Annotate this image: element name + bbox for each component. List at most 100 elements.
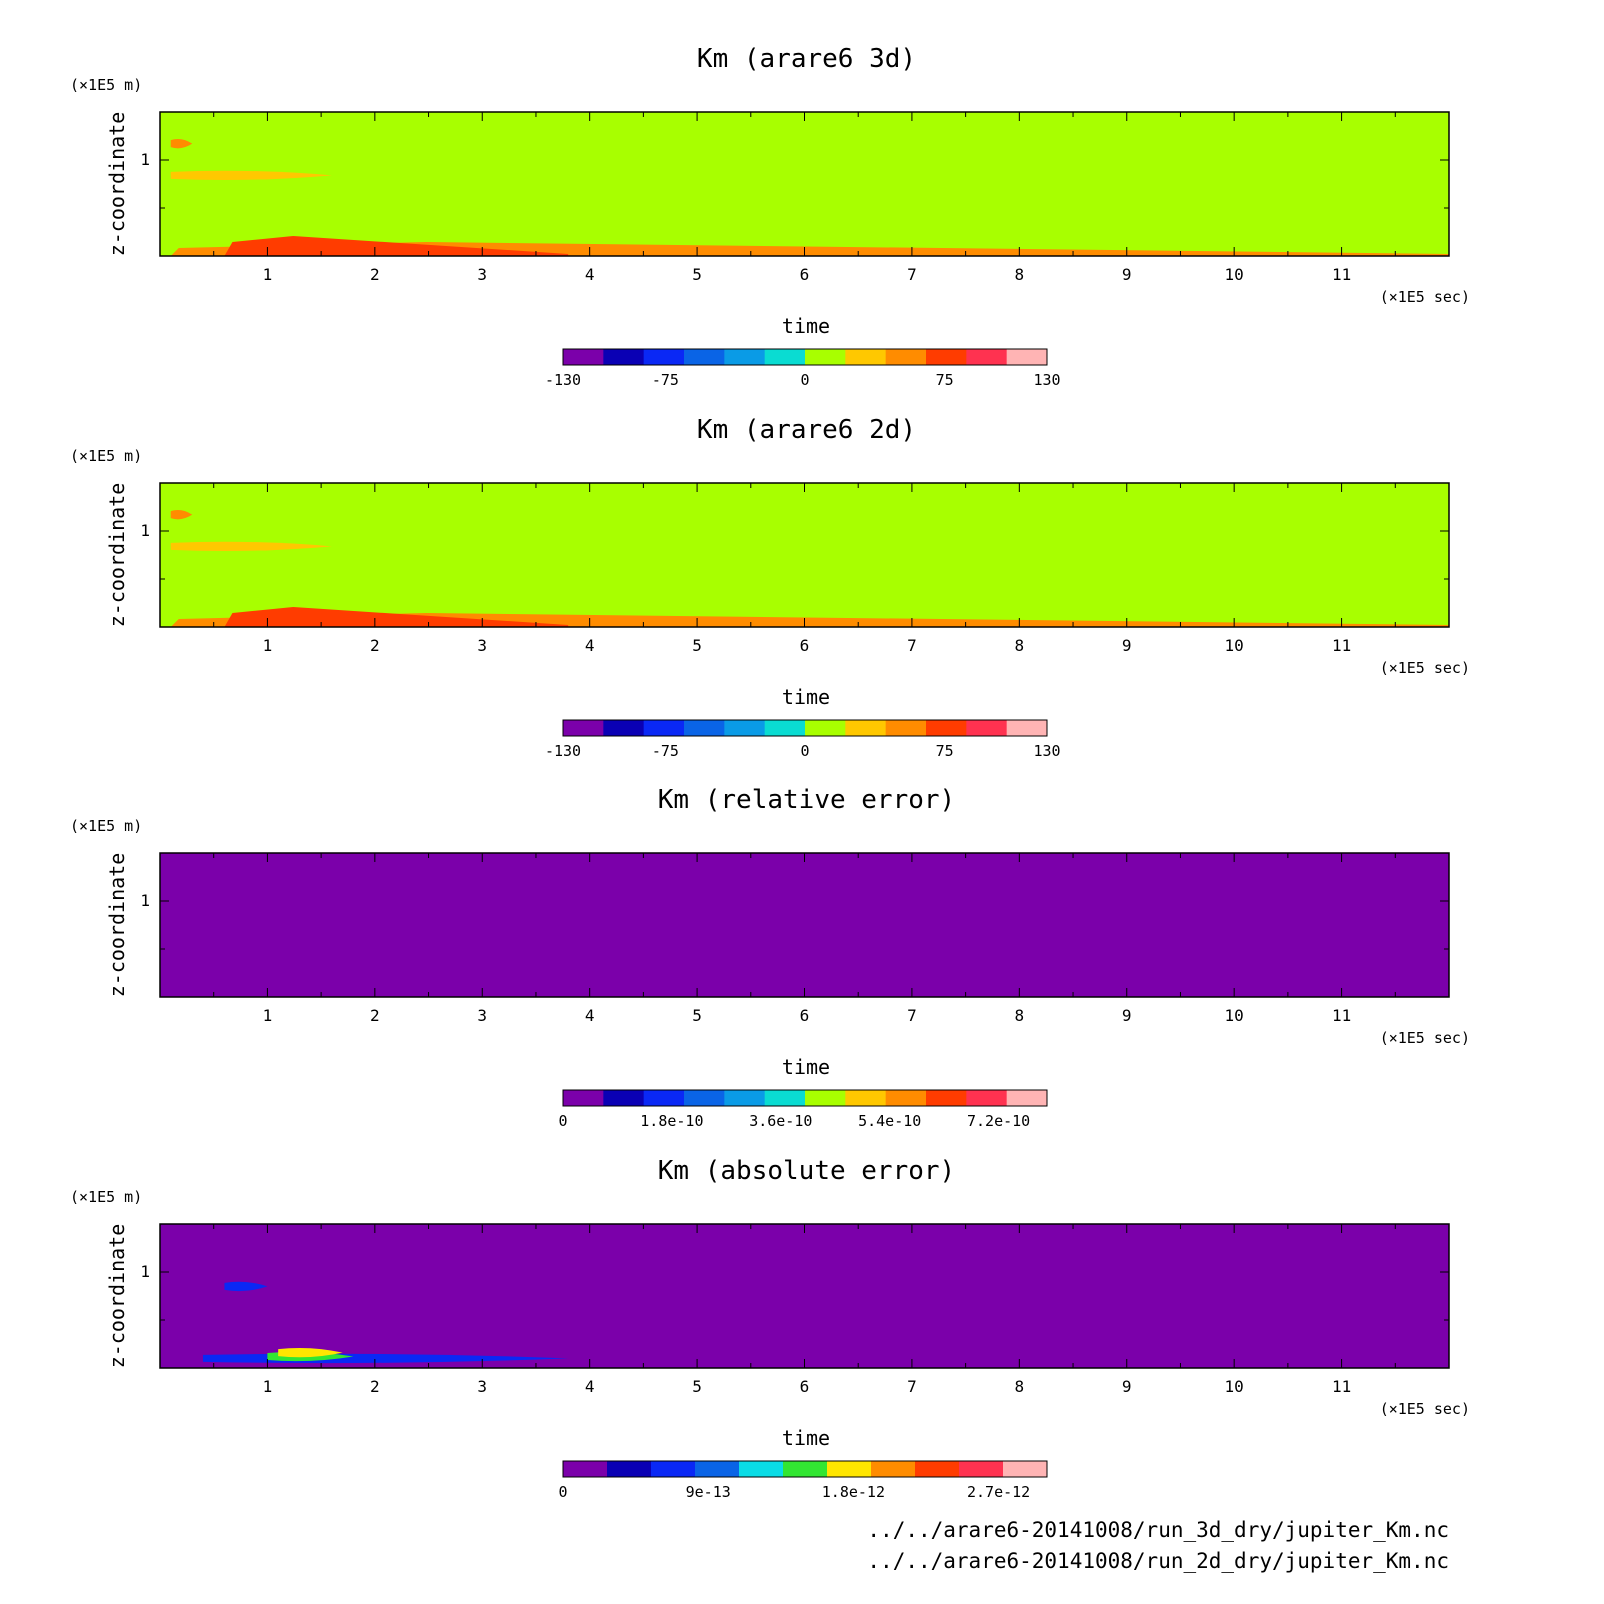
x-tick-label: 10 [1225,265,1244,284]
colorbar: -130 -75 0 75 130 [545,719,1061,760]
colorbar-swatch [966,349,1008,365]
field-region-3 [278,1347,343,1358]
colorbar-swatch [643,349,685,365]
x-tick-label: 1 [263,1006,273,1025]
colorbar-swatch [764,349,806,365]
x-tick-label: 11 [1332,636,1351,655]
x-axis-label: time [782,685,830,709]
x-tick-label: 5 [692,636,702,655]
colorbar-swatch [885,1090,927,1106]
y-axis-label: z-coordinate [105,112,129,257]
x-tick-label: 5 [692,1377,702,1396]
x-tick-label: 6 [800,1377,810,1396]
colorbar-swatch [764,720,806,736]
x-tick-label: 3 [477,265,487,284]
y-axis-label: z-coordinate [105,853,129,998]
colorbar-label: 1.8e-10 [640,1112,703,1130]
colorbar-swatch [926,1090,967,1106]
x-tick-label: 5 [692,1006,702,1025]
colorbar-label: 5.4e-10 [858,1112,921,1130]
plot-background [160,853,1449,997]
colorbar-label: 0 [558,1483,567,1501]
colorbar-swatch [966,1090,1008,1106]
colorbar-label: 130 [1033,371,1060,389]
x-tick-label: 8 [1015,265,1025,284]
colorbar: -130 -75 0 75 130 [545,348,1061,389]
colorbar-swatch [563,349,604,365]
x-tick-label: 9 [1122,1377,1132,1396]
x-tick-label: 10 [1225,1006,1244,1025]
x-axis-label: time [782,314,830,338]
chart-title: Km (absolute error) [658,1156,955,1186]
x-tick-label: 2 [370,265,380,284]
y-tick-label: 1 [140,891,150,910]
colorbar-label: 75 [936,371,954,389]
colorbar-swatch [684,720,725,736]
chart-panel-1: Km (arare6 3d) (×1E5 m) (×1E5 sec) z-coordi… [70,44,1470,389]
colorbar-swatch [1003,1461,1048,1477]
colorbar-swatch [805,1090,846,1106]
colorbar-swatch [563,1090,604,1106]
x-tick-label: 3 [477,1006,487,1025]
x-tick-label: 1 [263,265,273,284]
x-tick-label: 4 [585,1377,595,1396]
colorbar-swatch [783,1461,828,1477]
footer-file-path: ../../arare6-20141008/run_3d_dry/jupiter… [867,1518,1449,1542]
y-unit-label: (×1E5 m) [70,76,142,94]
x-tick-label: 9 [1122,636,1132,655]
x-tick-label: 7 [907,1377,917,1396]
chart-panel-4: Km (absolute error) (×1E5 m) (×1E5 sec) z-c… [70,1156,1470,1501]
colorbar-swatch [885,720,927,736]
colorbar-swatch [959,1461,1004,1477]
x-tick-label: 2 [370,1006,380,1025]
x-axis-label: time [782,1426,830,1450]
x-unit-label: (×1E5 sec) [1380,1029,1470,1047]
x-tick-label: 4 [585,265,595,284]
x-axis-label: time [782,1055,830,1079]
colorbar-swatch [695,1461,740,1477]
colorbar-swatch [643,720,685,736]
colorbar-label: -75 [652,742,679,760]
colorbar-swatch [885,349,927,365]
x-tick-label: 4 [585,636,595,655]
colorbar-swatch [603,349,645,365]
colorbar-swatch [805,720,846,736]
colorbar-swatch [607,1461,652,1477]
x-tick-label: 11 [1332,265,1351,284]
colorbar: 0 9e-13 1.8e-12 2.7e-12 [558,1460,1048,1501]
x-tick-label: 6 [800,265,810,284]
field-region-2 [170,139,193,149]
colorbar-swatch [739,1461,784,1477]
chart-title: Km (arare6 3d) [697,44,916,74]
x-tick-label: 7 [907,265,917,284]
y-axis-label: z-coordinate [105,1224,129,1369]
x-tick-label: 8 [1015,1377,1025,1396]
y-tick-label: 1 [140,521,150,540]
y-unit-label: (×1E5 m) [70,1188,142,1206]
field-region-1 [170,170,332,181]
colorbar-swatch [845,720,887,736]
x-tick-label: 1 [263,636,273,655]
x-tick-label: 2 [370,636,380,655]
colorbar-label: -130 [545,371,581,389]
y-axis-label: z-coordinate [105,483,129,628]
colorbar-frame [562,348,1048,366]
colorbar-swatch [603,720,645,736]
colorbar-label: 130 [1033,742,1060,760]
colorbar-swatch [805,349,846,365]
colorbar-label: 3.6e-10 [749,1112,812,1130]
x-tick-label: 8 [1015,636,1025,655]
colorbar-swatch [1006,349,1048,365]
colorbar-label: 1.8e-12 [822,1483,885,1501]
colorbar-frame [562,1460,1048,1478]
x-tick-label: 4 [585,1006,595,1025]
colorbar-swatch [871,1461,916,1477]
x-unit-label: (×1E5 sec) [1380,288,1470,306]
x-tick-label: 9 [1122,1006,1132,1025]
colorbar-swatch [915,1461,960,1477]
x-tick-label: 1 [263,1377,273,1396]
colorbar-swatch [563,720,604,736]
colorbar-swatch [684,349,725,365]
x-unit-label: (×1E5 sec) [1380,659,1470,677]
